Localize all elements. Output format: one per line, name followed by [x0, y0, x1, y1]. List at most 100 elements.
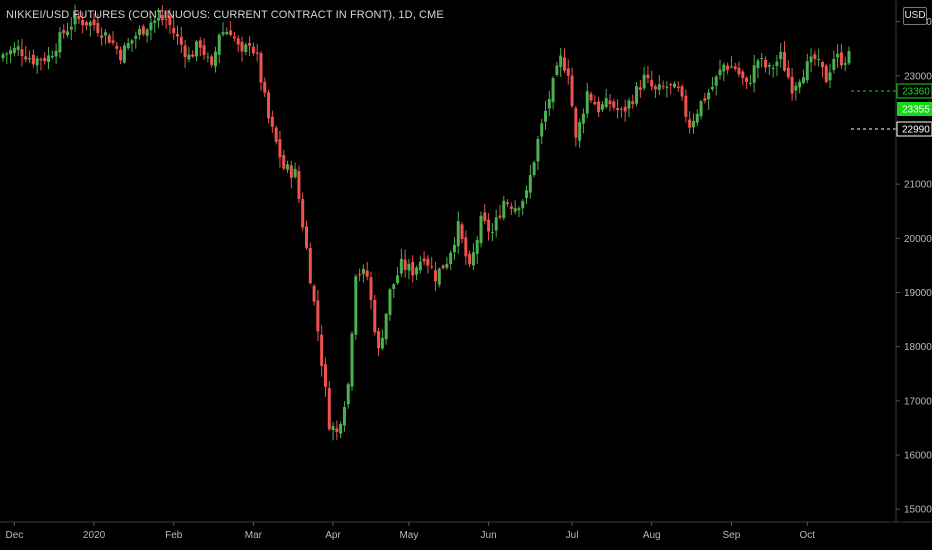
candle-body	[771, 68, 775, 70]
currency-button[interactable]: USD	[903, 7, 927, 25]
candle	[149, 16, 153, 41]
candle-body	[293, 168, 297, 178]
candle	[445, 256, 449, 271]
candle	[839, 43, 843, 69]
price-axis-tick: 16000	[904, 451, 932, 462]
price-label: 23355	[897, 102, 932, 116]
candle-body	[661, 85, 665, 87]
price-axis-tick: 17000	[904, 396, 932, 407]
candle	[259, 50, 263, 91]
candle	[282, 149, 286, 171]
candle-body	[824, 65, 828, 83]
candle-body	[589, 93, 593, 101]
candle-body	[270, 116, 274, 127]
candle	[544, 100, 548, 130]
time-axis[interactable]: Dec 2020 Feb Mar Apr May Jun Jul Aug Sep Oct	[5, 522, 815, 541]
candle	[566, 59, 570, 85]
candle-body	[12, 47, 16, 53]
candle	[358, 268, 362, 282]
candle	[574, 105, 578, 147]
candle-body	[562, 57, 566, 71]
candle-body	[703, 98, 707, 101]
candle-body	[775, 61, 779, 66]
candle	[399, 248, 403, 277]
candle-body	[240, 41, 244, 52]
candle	[103, 28, 107, 45]
candle-body	[430, 266, 434, 268]
candle-body	[521, 201, 525, 209]
candle	[490, 223, 494, 242]
candle-body	[361, 268, 365, 275]
candle	[28, 50, 32, 64]
candle	[783, 41, 787, 72]
candle-body	[35, 58, 39, 66]
candle-body	[756, 60, 760, 69]
candle	[471, 243, 475, 270]
candle	[403, 249, 407, 278]
candle-body	[487, 219, 491, 232]
price-labels: 23360 23355 22990	[896, 83, 932, 137]
candle-body	[358, 274, 362, 276]
candle-body	[836, 53, 840, 58]
candle-body	[817, 58, 821, 60]
candle	[506, 199, 510, 207]
candle-body	[581, 113, 585, 124]
candle	[217, 33, 221, 64]
candle	[710, 76, 714, 92]
candle	[771, 64, 775, 78]
candle-body	[157, 18, 161, 21]
candle-body	[172, 27, 176, 34]
chart-title: NIKKEI/USD FUTURES (CONTINUOUS: CURRENT …	[6, 9, 444, 21]
candle-body	[92, 19, 96, 25]
candle	[198, 36, 202, 57]
candle-body	[43, 57, 47, 62]
candle-body	[525, 190, 529, 199]
candle-body	[767, 65, 771, 67]
candle	[430, 256, 434, 270]
candle	[77, 11, 81, 24]
candle	[134, 31, 138, 49]
candle	[570, 67, 574, 109]
time-axis-tick: Jun	[481, 530, 497, 541]
candle-body	[251, 46, 255, 54]
candle	[745, 76, 749, 90]
candle	[380, 329, 384, 351]
candle-body	[566, 68, 570, 76]
candle	[487, 213, 491, 241]
time-axis-tick: Feb	[165, 530, 183, 541]
price-axis-tick: 19000	[904, 288, 932, 299]
candle-body	[122, 45, 126, 63]
candle-body	[650, 80, 654, 87]
candle-body	[684, 95, 688, 117]
candle-body	[513, 208, 517, 212]
candle	[418, 255, 422, 274]
candle-body	[517, 208, 521, 211]
candle-body	[153, 20, 157, 24]
candle-body	[141, 26, 145, 35]
candle-body	[304, 226, 308, 248]
candle-body	[346, 384, 350, 405]
candle-body	[31, 54, 35, 65]
candle-body	[748, 82, 752, 84]
candle	[661, 80, 665, 90]
candle	[236, 35, 240, 52]
candle	[460, 221, 464, 244]
candle-body	[422, 258, 426, 262]
candle	[384, 312, 388, 345]
candle-body	[58, 32, 62, 53]
candle	[540, 118, 544, 144]
candle-body	[783, 51, 787, 71]
candle-body	[672, 83, 676, 88]
candle-body	[490, 232, 494, 234]
candle-body	[600, 104, 604, 110]
candle-body	[369, 277, 373, 300]
candle-body	[130, 40, 134, 44]
candle	[832, 50, 836, 74]
candle	[509, 202, 513, 215]
candle-body	[126, 42, 130, 49]
candle-body	[115, 45, 119, 49]
candle-body	[69, 26, 73, 30]
candle	[547, 90, 551, 117]
